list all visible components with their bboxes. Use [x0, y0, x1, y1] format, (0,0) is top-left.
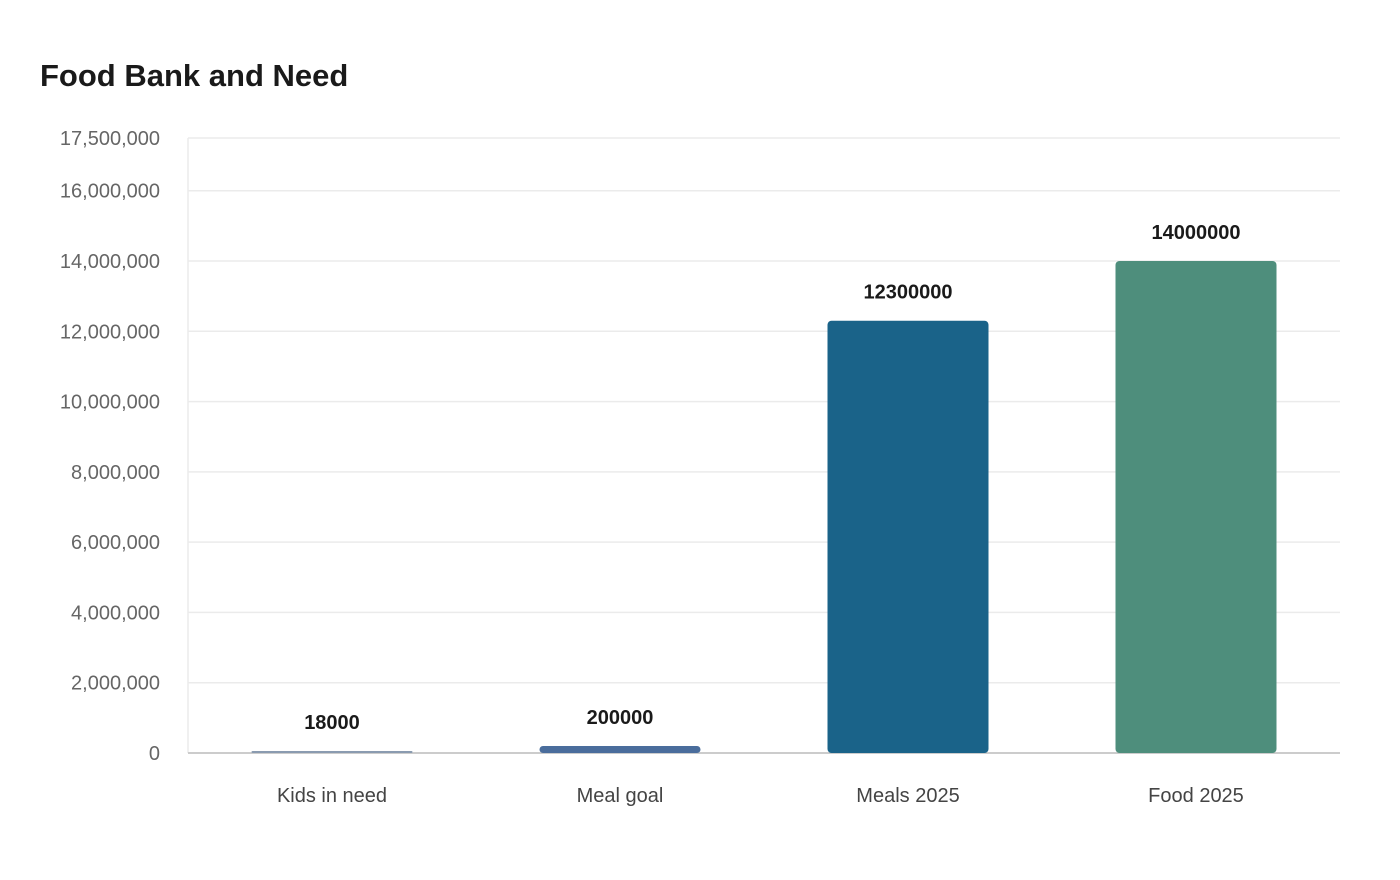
y-tick-label: 6,000,000 — [71, 532, 160, 554]
y-tick-label: 16,000,000 — [60, 181, 160, 203]
labels: 0 2,000,000 4,000,000 6,000,000 8,000,000 10,… — [60, 128, 1244, 807]
data-label: 12300000 — [864, 282, 953, 304]
data-label: 14000000 — [1152, 222, 1241, 244]
bar-kids-in-need[interactable] — [251, 751, 413, 753]
y-tick-label: 2,000,000 — [71, 673, 160, 695]
data-label: 200000 — [587, 707, 654, 729]
y-tick-label: 17,500,000 — [60, 128, 160, 150]
bars — [251, 261, 1277, 753]
bar-food-2025[interactable] — [1115, 261, 1277, 753]
x-tick-label: Food 2025 — [1148, 785, 1244, 807]
x-tick-label: Kids in need — [277, 785, 387, 807]
data-label: 18000 — [304, 712, 360, 734]
y-tick-label: 12,000,000 — [60, 321, 160, 343]
y-tick-label: 14,000,000 — [60, 251, 160, 273]
bar-meals-2025[interactable] — [827, 320, 989, 753]
x-tick-label: Meal goal — [577, 785, 664, 807]
y-tick-label: 4,000,000 — [71, 602, 160, 624]
y-tick-label: 8,000,000 — [71, 462, 160, 484]
chart-title: Food Bank and Need — [40, 58, 349, 93]
x-tick-label: Meals 2025 — [856, 785, 959, 807]
bar-meal-goal[interactable] — [539, 745, 701, 753]
y-tick-label: 10,000,000 — [60, 392, 160, 414]
y-tick-label: 0 — [149, 743, 160, 765]
